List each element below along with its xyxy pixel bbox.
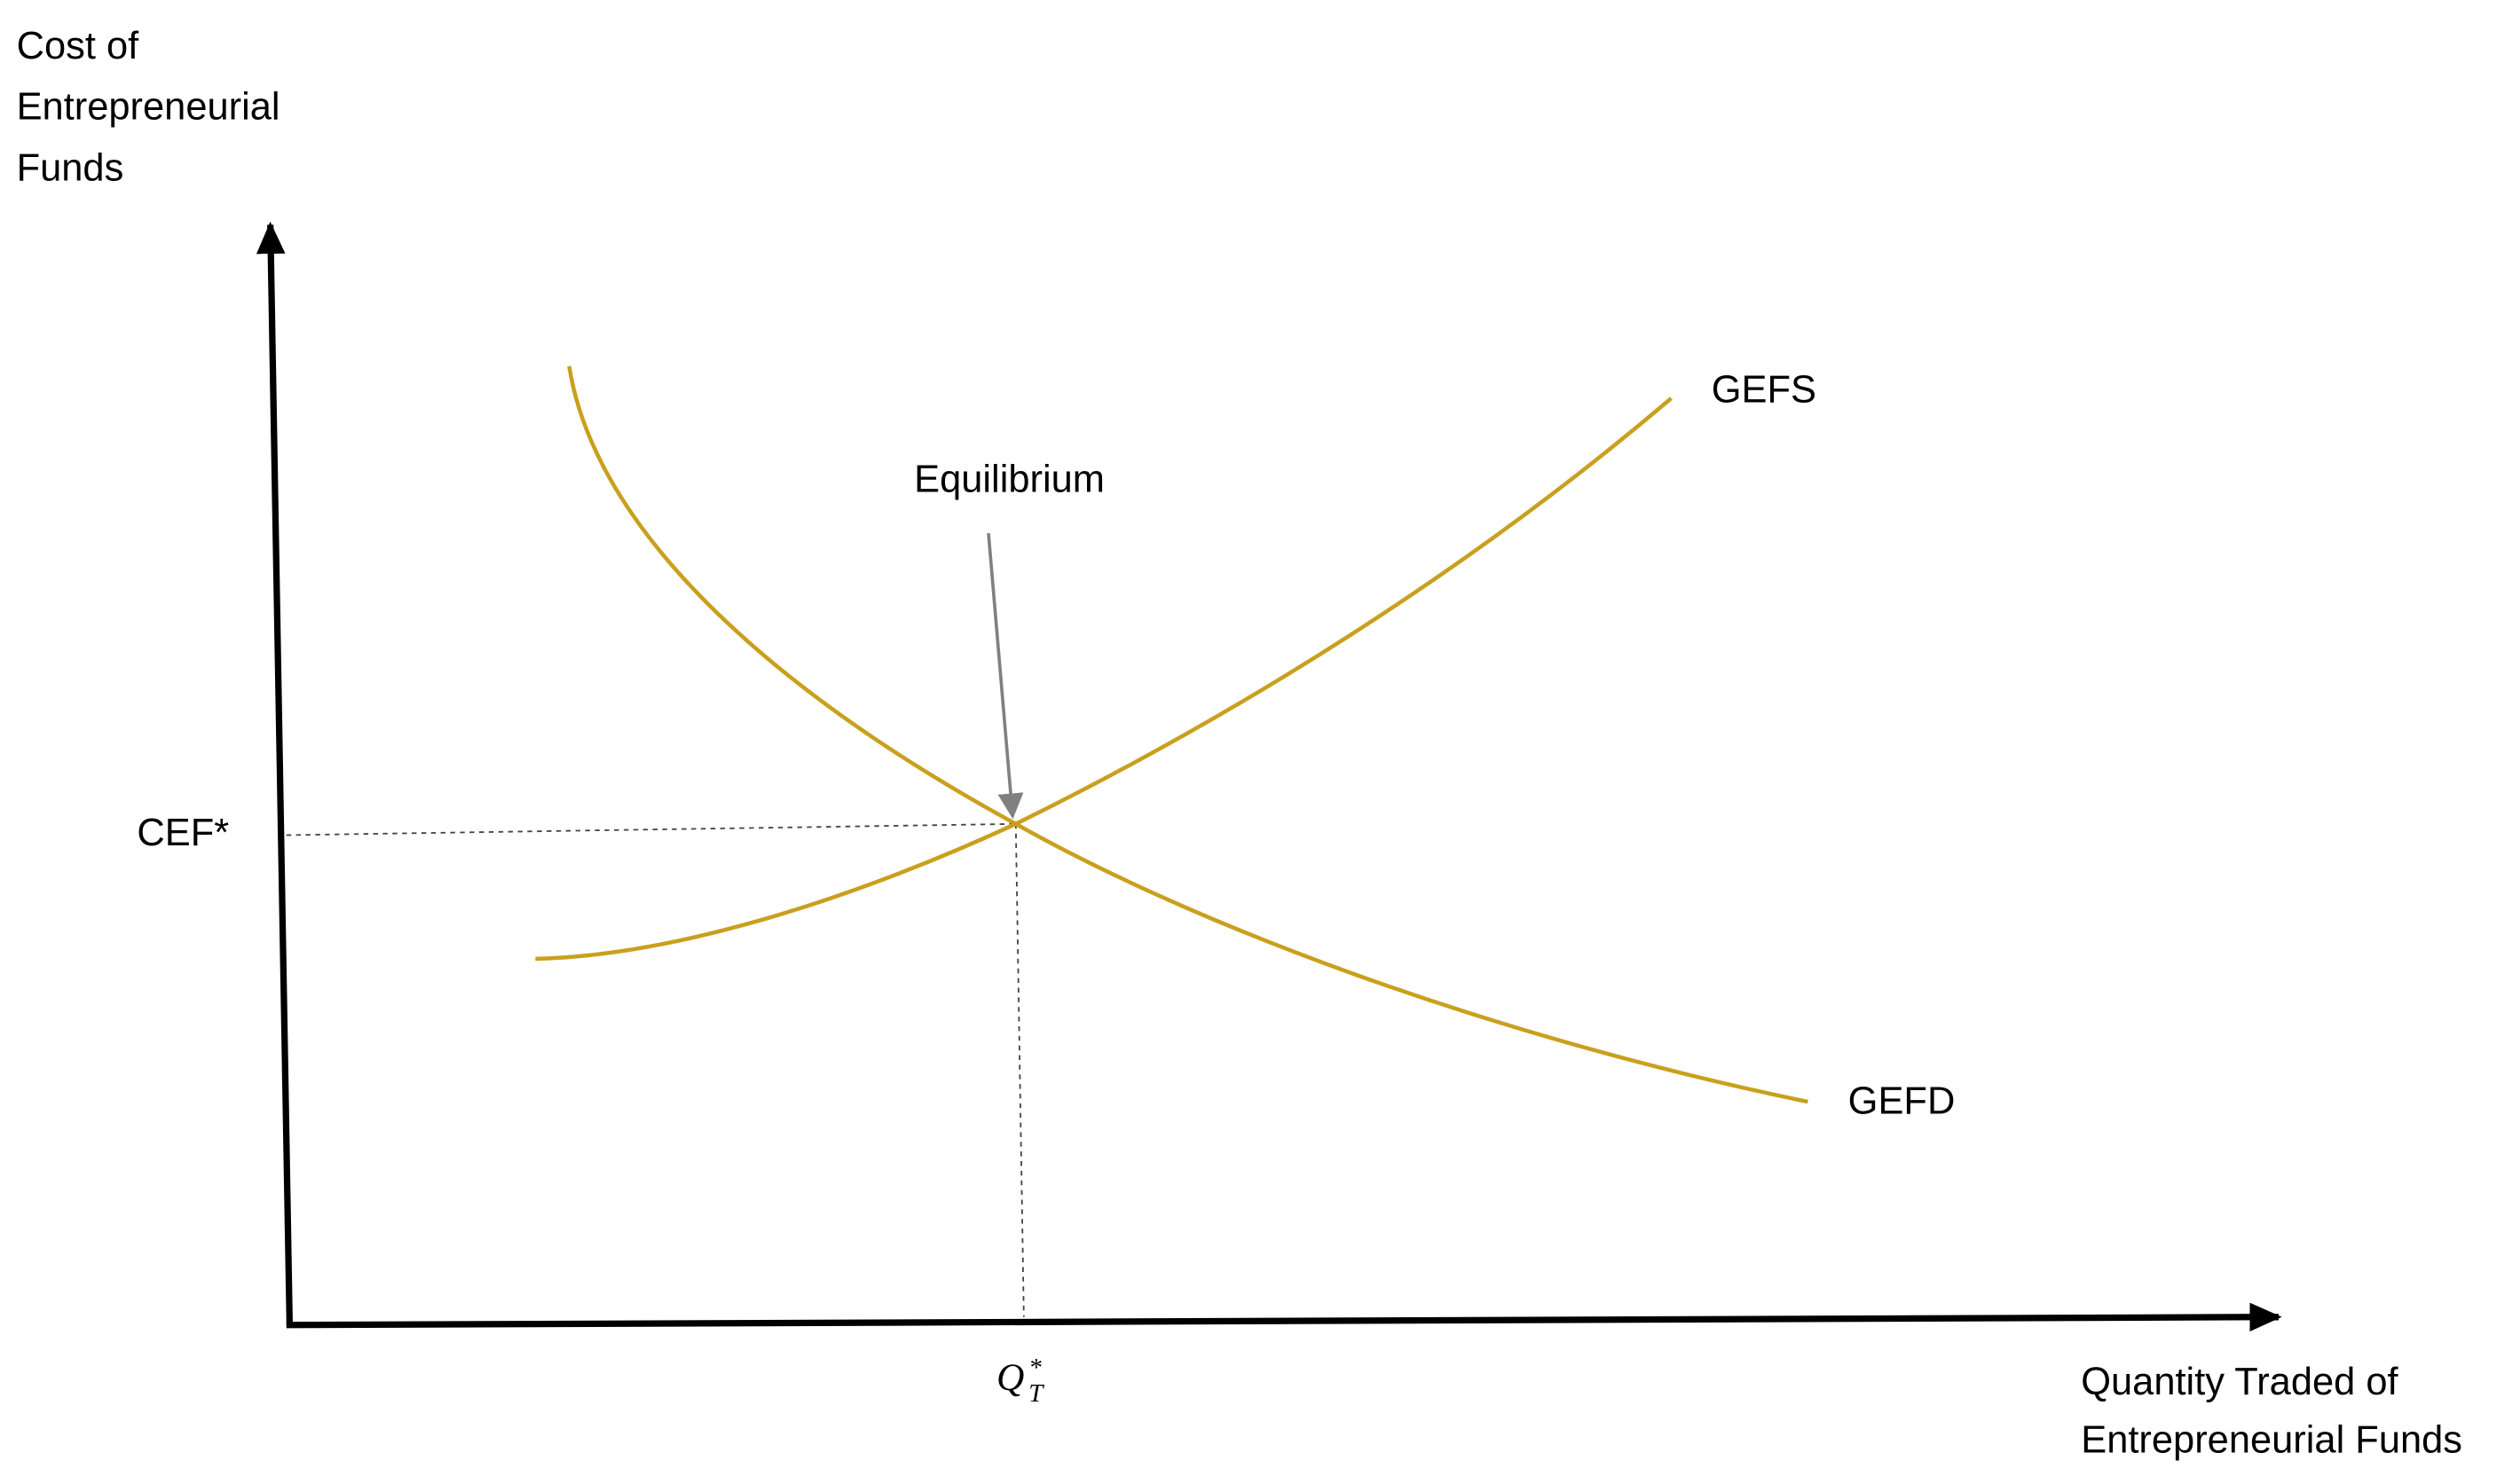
demand-label: GEFD [1848,1080,1956,1122]
y-axis [256,221,294,1325]
demand-curve [567,365,1808,1104]
equilibrium-arrow [987,532,1024,820]
x-axis-label: Entrepreneurial Funds [2081,1418,2462,1461]
quantity-guide [1014,823,1025,1317]
supply-curve [535,397,1673,962]
y-axis-label: Cost of [17,25,140,67]
price-label: CEF* [137,812,229,854]
equilibrium-label: Equilibrium [914,459,1105,501]
price-guide [286,822,1016,836]
x-axis-label: Quantity Traded of [2081,1361,2398,1403]
quantity-sub: T [1028,1379,1044,1408]
quantity-sup: * [1028,1354,1042,1382]
supply-label: GEFS [1712,368,1816,411]
x-axis [286,1302,2282,1332]
y-axis-label: Funds [17,146,124,189]
quantity-base: Q [996,1356,1024,1399]
y-axis-label: Entrepreneurial [17,86,280,129]
quantity-label: Q T * [996,1354,1044,1408]
